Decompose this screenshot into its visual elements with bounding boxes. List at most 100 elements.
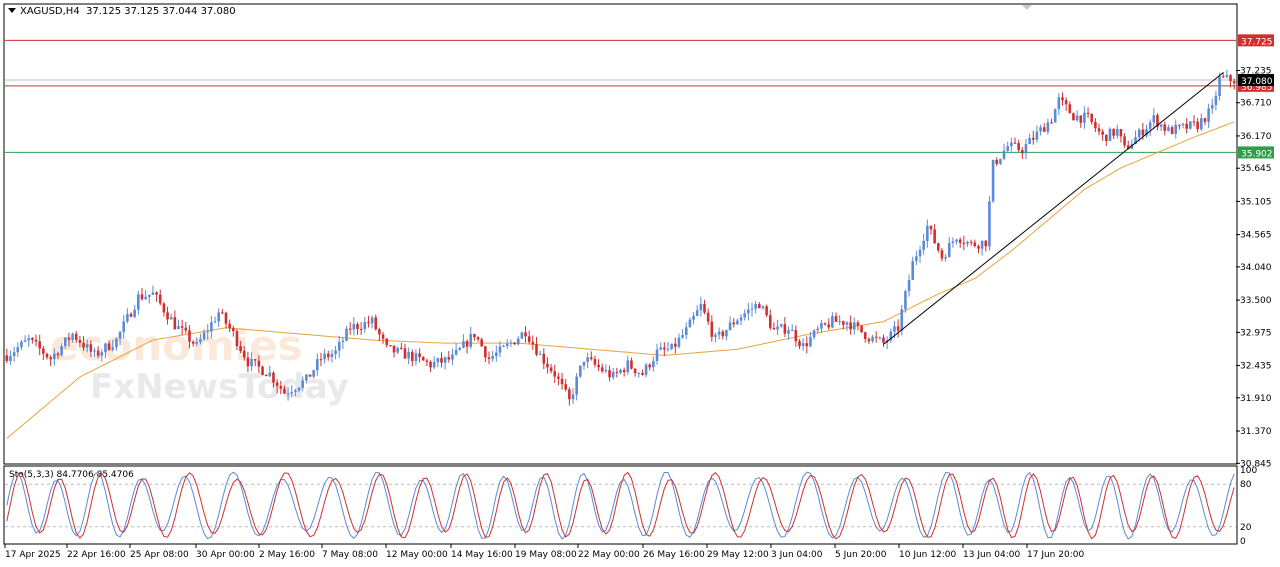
candle bbox=[926, 219, 929, 248]
candle-body bbox=[74, 333, 78, 340]
candle-body bbox=[487, 357, 491, 359]
candle bbox=[1083, 106, 1086, 129]
symbol-label: XAGUSD,H4 bbox=[20, 6, 80, 17]
candle bbox=[169, 313, 173, 320]
candle bbox=[147, 294, 151, 304]
candle bbox=[407, 347, 410, 365]
candle-body bbox=[458, 347, 462, 350]
candle-body bbox=[597, 364, 600, 368]
candle bbox=[695, 305, 699, 317]
candle-body bbox=[217, 312, 220, 322]
candle-body bbox=[652, 361, 655, 368]
candle bbox=[23, 335, 27, 343]
candle bbox=[1094, 118, 1097, 133]
candle-body bbox=[12, 352, 16, 357]
candle bbox=[999, 158, 1002, 166]
candle-body bbox=[323, 353, 326, 360]
candle-body bbox=[816, 328, 820, 331]
candle-body bbox=[564, 384, 568, 390]
candle bbox=[337, 335, 341, 358]
candle bbox=[242, 346, 246, 361]
candle bbox=[867, 337, 871, 344]
candle-body bbox=[1039, 127, 1042, 132]
candle bbox=[1207, 103, 1210, 128]
candle-body bbox=[944, 257, 947, 259]
candle-body bbox=[378, 329, 381, 335]
candle-body bbox=[443, 357, 447, 363]
candle bbox=[557, 372, 560, 386]
candle bbox=[1232, 78, 1236, 90]
candle bbox=[400, 342, 403, 350]
candle-body bbox=[63, 337, 67, 347]
candle-body bbox=[31, 338, 34, 340]
candle bbox=[166, 306, 169, 325]
candle bbox=[356, 322, 359, 335]
candle bbox=[1152, 108, 1156, 129]
candle-body bbox=[370, 317, 374, 324]
candle bbox=[246, 351, 250, 373]
candle bbox=[809, 331, 812, 348]
candle bbox=[12, 346, 16, 362]
candle bbox=[553, 364, 557, 384]
candle bbox=[1031, 130, 1035, 145]
time-tick-label: 5 Jun 20:00 bbox=[835, 550, 887, 560]
candle bbox=[221, 308, 224, 315]
candle bbox=[184, 321, 188, 334]
candle bbox=[1174, 119, 1178, 139]
candle bbox=[1134, 130, 1137, 145]
candle-body bbox=[155, 292, 158, 295]
candle-body bbox=[133, 309, 136, 317]
candle-body bbox=[89, 344, 93, 352]
candle-body bbox=[820, 323, 823, 329]
candle-body bbox=[1094, 122, 1097, 129]
candle bbox=[1119, 128, 1123, 143]
candle bbox=[137, 290, 140, 315]
candle-body bbox=[1028, 137, 1031, 145]
candle bbox=[202, 329, 206, 341]
candle bbox=[180, 319, 184, 335]
candle bbox=[509, 339, 513, 348]
stochastic-signal-line bbox=[6, 471, 1235, 540]
price-tick-label: 35.645 bbox=[1240, 164, 1272, 174]
candle bbox=[790, 324, 794, 332]
candle bbox=[476, 336, 480, 342]
current-price-tag bbox=[1238, 74, 1274, 87]
candle bbox=[904, 289, 907, 313]
stochastic-label: Sto(5,3,3) 84.7706 85.4706 bbox=[9, 470, 134, 480]
candle-body bbox=[695, 310, 699, 316]
candle bbox=[111, 339, 115, 352]
candle bbox=[440, 352, 443, 368]
candle-body bbox=[922, 240, 925, 250]
candle-body bbox=[93, 350, 96, 352]
candle bbox=[929, 225, 933, 235]
candle-body bbox=[553, 371, 557, 377]
time-tick-label: 22 Apr 16:00 bbox=[67, 550, 126, 560]
candle bbox=[1046, 118, 1050, 135]
candle-body bbox=[747, 309, 750, 314]
candle bbox=[425, 358, 429, 367]
candle-body bbox=[1130, 144, 1134, 149]
candle bbox=[38, 334, 42, 356]
candle bbox=[447, 351, 451, 363]
candle bbox=[882, 334, 885, 347]
candle bbox=[779, 323, 783, 328]
candle-body bbox=[283, 388, 286, 394]
candle-body bbox=[655, 349, 659, 362]
stochastic-main-line bbox=[6, 471, 1235, 540]
candle bbox=[524, 326, 527, 343]
candle bbox=[513, 342, 516, 345]
shift-marker-icon[interactable] bbox=[1022, 5, 1032, 10]
candle bbox=[484, 345, 487, 363]
candle bbox=[1181, 122, 1185, 129]
candle bbox=[261, 365, 264, 376]
candle bbox=[374, 314, 378, 331]
candle bbox=[429, 360, 432, 372]
candle-body bbox=[1196, 121, 1199, 130]
candle bbox=[933, 224, 936, 244]
collapse-triangle-icon[interactable] bbox=[8, 8, 16, 13]
candle bbox=[831, 312, 834, 329]
candle bbox=[538, 350, 542, 355]
candle-body bbox=[177, 326, 180, 329]
candle-body bbox=[1199, 118, 1203, 130]
